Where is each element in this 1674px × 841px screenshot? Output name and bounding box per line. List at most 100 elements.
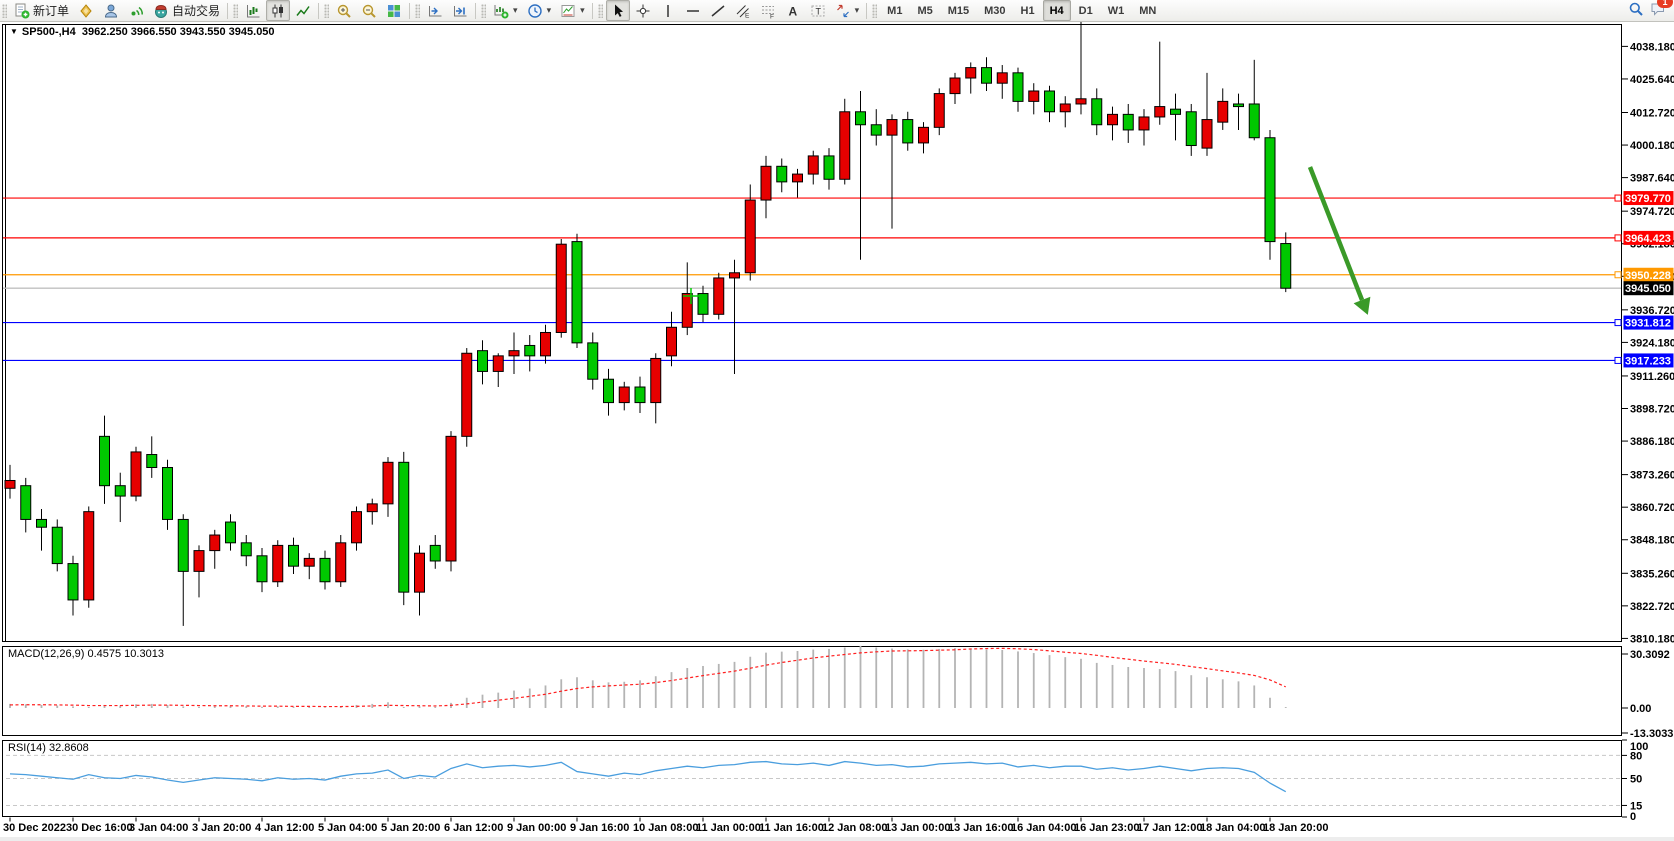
svg-text:0: 0 [1630, 811, 1636, 823]
signals-icon [128, 3, 144, 19]
toolbar-horizontal-line-button[interactable] [681, 0, 705, 21]
svg-text:30 Dec 16:00: 30 Dec 16:00 [66, 822, 133, 834]
toolbar-chart-bars-button[interactable] [241, 0, 265, 21]
toolbar-new-order-label: 新订单 [33, 4, 70, 18]
svg-text:18 Jan 20:00: 18 Jan 20:00 [1263, 822, 1328, 834]
toolbar-chat-button[interactable]: 1 [1650, 0, 1673, 20]
toolbar-auto-scroll-button[interactable] [448, 0, 472, 21]
svg-text:50: 50 [1630, 774, 1642, 786]
timeframe-button-h1[interactable]: H1 [1020, 4, 1035, 17]
timeframe-button-m5[interactable]: M5 [917, 4, 933, 17]
svg-text:0.00: 0.00 [1630, 703, 1651, 715]
toolbar-right-icons: 1 [1628, 0, 1674, 20]
zoom-out-icon [361, 3, 377, 19]
timeframe-button-m15[interactable]: M15 [947, 4, 970, 17]
toolbar-arrows-button[interactable]: ▾ [831, 0, 864, 21]
toolbar-scroll-to-end-button[interactable] [423, 0, 447, 21]
toolbar-search-button[interactable] [1628, 1, 1644, 20]
search-icon [1628, 1, 1644, 17]
timeframe-button-mn[interactable]: MN [1139, 4, 1157, 17]
svg-text:3860.720: 3860.720 [1630, 502, 1674, 514]
chevron-down-icon[interactable]: ▾ [513, 5, 518, 15]
svg-text:4012.720: 4012.720 [1630, 107, 1674, 119]
quick-trade-toggle-icon[interactable]: ▼ [10, 27, 18, 36]
macd-indicator-label: MACD(12,26,9) 0.4575 10.3013 [8, 648, 164, 660]
svg-text:3911.260: 3911.260 [1630, 371, 1674, 383]
chart-candles-icon [270, 3, 286, 19]
toolbar-tile-windows-button[interactable] [382, 0, 406, 21]
price-axis[interactable]: 4038.180 4025.640 4012.720 4000.180 3987.640… [1622, 41, 1674, 645]
svg-text:3931.812: 3931.812 [1625, 318, 1671, 330]
svg-text:4000.180: 4000.180 [1630, 140, 1674, 152]
chart-bars-icon [245, 3, 261, 19]
svg-text:11 Jan 00:00: 11 Jan 00:00 [696, 822, 761, 834]
timeframe-button-w1[interactable]: W1 [1107, 4, 1125, 17]
svg-text:F: F [770, 13, 774, 19]
templates-icon [560, 3, 576, 19]
toolbar-vertical-line-button[interactable] [656, 0, 680, 21]
price-tags: 3979.770 3964.423 3950.228 3931.812 3917.233… [1614, 191, 1674, 368]
toolbar-trendline-button[interactable] [706, 0, 730, 21]
svg-text:3924.180: 3924.180 [1630, 337, 1674, 349]
arrows-icon [835, 3, 851, 19]
svg-text:3979.770: 3979.770 [1625, 193, 1671, 205]
text-label-icon: T [810, 3, 826, 19]
toolbar-autotrading-button[interactable]: 自动交易 [149, 0, 224, 21]
svg-text:17 Jan 12:00: 17 Jan 12:00 [1137, 822, 1202, 834]
crosshair-icon [635, 3, 651, 19]
horizontal-level-lines[interactable] [3, 197, 1621, 362]
crosshair-cursor-marker [683, 288, 699, 304]
macd-pane: 30.3092 0.00 -13.3033 [9, 645, 1673, 740]
fibonacci-icon: F [760, 3, 776, 20]
toolbar-fibonacci-button[interactable]: F [756, 0, 780, 21]
svg-text:3848.180: 3848.180 [1630, 535, 1674, 547]
profile-icon [103, 3, 119, 19]
toolbar-market-button[interactable] [74, 0, 98, 21]
svg-text:3987.640: 3987.640 [1630, 173, 1674, 185]
chevron-down-icon[interactable]: ▾ [546, 5, 552, 15]
svg-text:3810.180: 3810.180 [1630, 633, 1674, 645]
chevron-down-icon[interactable]: ▾ [854, 5, 860, 15]
auto-scroll-icon [452, 3, 468, 19]
timeframe-button-h4[interactable]: H4 [1042, 0, 1071, 21]
chevron-down-icon[interactable]: ▾ [580, 5, 585, 15]
toolbar-zoom-out-button[interactable] [357, 0, 381, 21]
toolbar-templates-button[interactable]: ▾ [556, 0, 589, 21]
time-axis[interactable]: 30 Dec 2022 30 Dec 16:003 Jan 04:00 3 Jan … [3, 817, 1328, 835]
toolbar-crosshair-button[interactable] [631, 0, 655, 21]
toolbar-autotrading-label: 自动交易 [172, 4, 221, 18]
toolbar-periods-button[interactable]: ▾ [523, 0, 556, 21]
zoom-in-icon [336, 3, 352, 19]
toolbar-profile-button[interactable] [99, 0, 123, 21]
toolbar-chart-candles-button[interactable] [266, 0, 291, 21]
svg-text:30 Dec 2022: 30 Dec 2022 [3, 822, 66, 834]
toolbar-channel-button[interactable]: E [731, 0, 755, 21]
svg-text:4 Jan 12:00: 4 Jan 12:00 [255, 822, 314, 834]
svg-text:11 Jan 16:00: 11 Jan 16:00 [759, 822, 824, 834]
svg-text:A: A [788, 4, 797, 18]
horizontal-line-icon [685, 3, 701, 19]
toolbar-new-order-button[interactable]: 新订单 [10, 0, 73, 21]
svg-text:4038.180: 4038.180 [1630, 41, 1674, 53]
toolbar-text-button[interactable]: A [781, 0, 805, 21]
svg-text:3917.233: 3917.233 [1625, 355, 1671, 367]
svg-text:12 Jan 08:00: 12 Jan 08:00 [822, 822, 887, 834]
timeframe-button-m30[interactable]: M30 [984, 4, 1006, 17]
down-arrow-annotation[interactable] [1307, 166, 1371, 315]
svg-text:5 Jan 20:00: 5 Jan 20:00 [381, 822, 440, 834]
toolbar-signals-button[interactable] [124, 0, 148, 21]
svg-text:16 Jan 04:00: 16 Jan 04:00 [1011, 822, 1076, 834]
market-icon [78, 3, 94, 19]
toolbar-chart-line-button[interactable] [291, 0, 315, 21]
timeframe-button-m1[interactable]: M1 [887, 4, 903, 17]
toolbar-new-chart-button[interactable]: ▾ [489, 0, 522, 21]
toolbar-zoom-in-button[interactable] [332, 0, 356, 21]
chart-ohlc-values: 3962.250 3966.550 3943.550 3945.050 [81, 26, 275, 38]
toolbar-cursor-button[interactable] [605, 0, 630, 21]
toolbar-text-label-button[interactable]: T [806, 0, 830, 21]
svg-text:3964.423: 3964.423 [1625, 233, 1671, 245]
autotrading-icon [153, 3, 169, 19]
timeframe-button-d1[interactable]: D1 [1078, 4, 1093, 17]
chart-title: ▼ SP500-,H4 3962.250 3966.550 3943.550 39… [10, 26, 275, 38]
